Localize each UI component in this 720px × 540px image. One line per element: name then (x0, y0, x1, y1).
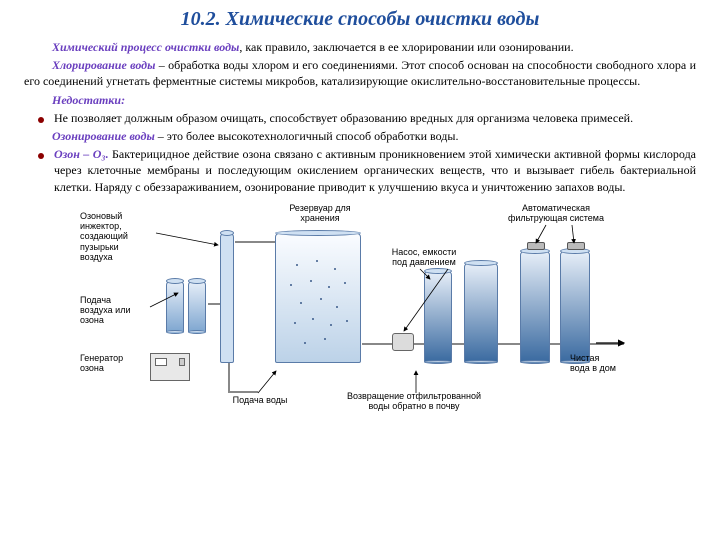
air-tank-2 (188, 281, 206, 333)
pump (392, 333, 414, 351)
kw-process: Химический процесс очистки воды (52, 40, 239, 54)
kw-disadvantages: Недостатки: (52, 93, 125, 107)
label-pump: Насос, емкостипод давлением (376, 247, 472, 268)
pressure-tank-2 (464, 263, 498, 363)
label-reservoir: Резервуар дляхранения (265, 203, 375, 224)
paragraph-intro: Химический процесс очистки воды, как пра… (24, 39, 696, 55)
kw-chlorination: Хлорирование воды (52, 58, 155, 72)
paragraph-ozonation: Озонирование воды – это более высокотехн… (24, 128, 696, 144)
pipe (550, 343, 560, 345)
bullet-icon (38, 153, 44, 159)
pipe (208, 303, 220, 305)
label-generator: Генераторозона (80, 353, 144, 374)
kw-ozonation: Озонирование воды (52, 129, 155, 143)
bullet-ozone: Озон – O₃. Бактерицидное действие озона … (24, 146, 696, 197)
ozone-generator (150, 353, 190, 381)
filter-tank-2 (560, 251, 590, 363)
kw-ozone: Озон – O₃. (54, 147, 109, 161)
storage-reservoir (275, 233, 361, 363)
text-ozone: Озон – O₃. Бактерицидное действие озона … (54, 146, 696, 195)
pipe (452, 343, 464, 345)
pipe (228, 391, 258, 393)
text-ozonation: – это более высокотехнологичный способ о… (155, 129, 459, 143)
label-filter-system: Автоматическаяфильтрующая система (486, 203, 626, 224)
pipe (498, 343, 520, 345)
bullet-disadvantage: Не позволяет должным образом очищать, сп… (24, 110, 696, 128)
text-ozone-rest: Бактерицидное действие озона связано с а… (54, 147, 696, 193)
label-water-in: Подача воды (220, 395, 300, 405)
label-water-return: Возвращение отфильтрованнойводы обратно … (324, 391, 504, 412)
ozonation-diagram: Озоновыйинжектор,создающийпузырькивоздух… (80, 203, 640, 413)
label-air-supply: Подачавоздуха илиозона (80, 295, 152, 326)
paragraph-disadv-header: Недостатки: (24, 92, 696, 108)
pressure-tank-1 (424, 271, 452, 363)
pipe (414, 343, 424, 345)
label-injector: Озоновыйинжектор,создающийпузырькивоздух… (80, 211, 158, 263)
filter-tank-1 (520, 251, 550, 363)
pipe (362, 343, 392, 345)
pipe (590, 343, 624, 345)
text-intro: , как правило, заключается в ее хлориров… (239, 40, 573, 54)
text-disadvantage: Не позволяет должным образом очищать, сп… (54, 110, 696, 126)
bullet-icon (38, 117, 44, 123)
paragraph-chlorination: Хлорирование воды – обработка воды хлоро… (24, 57, 696, 89)
pipe (228, 363, 230, 391)
ozone-injector (220, 233, 234, 363)
page-title: 10.2. Химические способы очистки воды (24, 8, 696, 31)
label-water-out: Чистаявода в дом (570, 353, 640, 374)
pipe (235, 241, 275, 243)
air-tank-1 (166, 281, 184, 333)
